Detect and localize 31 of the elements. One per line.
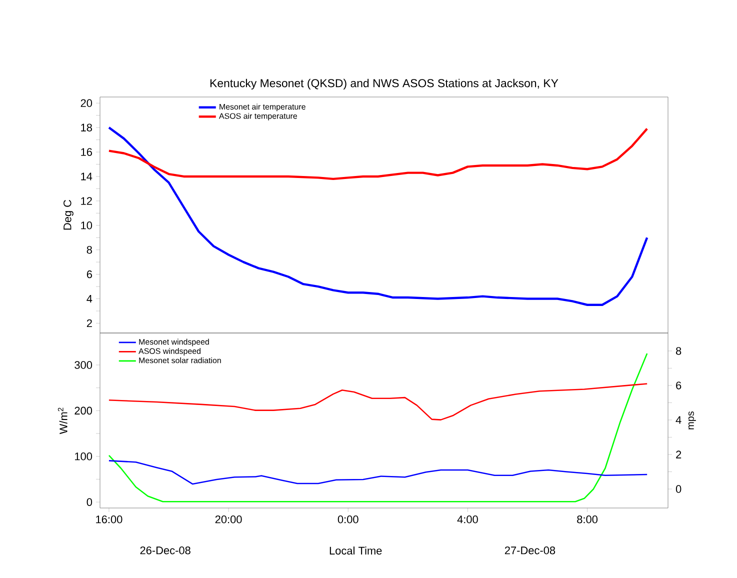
y2-axis-title: mps (688, 411, 696, 430)
y-tick-label: 10 (81, 222, 92, 230)
x-tick-label: 20:00 (215, 516, 242, 524)
y-tick-label: 18 (81, 124, 92, 132)
y-tick-label: 20 (80, 99, 92, 107)
text: 26-Dec-08 (140, 546, 190, 554)
y-tick-label: 200 (74, 406, 92, 415)
y-tick-label: 100 (75, 452, 92, 460)
y-axis-title: Deg C (64, 200, 74, 230)
y-tick-label: 2 (86, 319, 92, 328)
x-tick-label: 16:00 (96, 516, 122, 524)
chart-title: Kentucky Mesonet (QKSD) and NWS ASOS Stations at Jackson, KY (210, 78, 558, 90)
y2-tick-label: 4 (676, 416, 682, 424)
y2-tick-label: 0 (676, 485, 682, 493)
y2-tick-label: 2 (676, 450, 682, 458)
y-tick-label: 8 (86, 246, 92, 254)
x-tick-label: 8:00 (577, 516, 598, 524)
text: 27-Dec-08 (504, 546, 556, 554)
x-axis-title: Local Time (330, 546, 382, 555)
y-axis-title: W/m$^{2}$ (58, 408, 68, 434)
y2-tick-label: 8 (676, 347, 682, 355)
y-tick-label: 12 (81, 197, 92, 205)
y-tick-label: 0 (86, 498, 92, 506)
y-tick-label: 300 (74, 361, 92, 369)
y-tick-label: 14 (81, 172, 92, 180)
y-tick-label: 16 (81, 148, 92, 156)
y2-tick-label: 6 (676, 382, 682, 390)
y-tick-label: 4 (86, 294, 92, 303)
x-tick-label: 0:00 (338, 516, 358, 524)
y-tick-label: 6 (86, 270, 92, 278)
x-tick-label: 4:00 (457, 516, 478, 524)
